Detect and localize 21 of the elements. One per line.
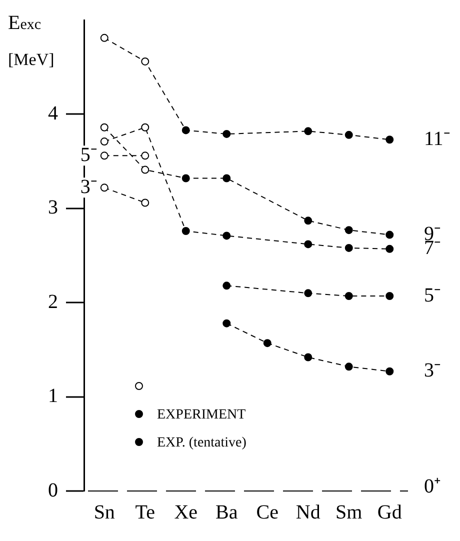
annotation: 3⁻ (424, 360, 441, 382)
y-tick-label: 0 (48, 479, 58, 502)
x-tick-label: Ba (216, 501, 238, 524)
x-tick-label: Nd (296, 501, 320, 524)
ref-line-label: 0⁺ (424, 475, 441, 498)
annotation: 11⁻ (424, 128, 450, 150)
y-tick-label: 4 (48, 102, 58, 124)
x-tick-label: Xe (174, 501, 198, 524)
annotation: 5⁻ (424, 284, 441, 306)
annotation: 3⁻ (80, 176, 98, 198)
legend-label: EXPERIMENT (157, 408, 246, 423)
x-tick-label: Sm (336, 501, 363, 524)
y-tick-label: 2 (48, 290, 58, 313)
x-tick-label: Sn (94, 501, 115, 524)
x-tick-label: Ce (256, 501, 279, 524)
legend-label: EXP. (tentative) (157, 436, 247, 451)
x-tick-label: Te (135, 501, 156, 524)
x-tick-label: Gd (377, 501, 402, 524)
annotation: 5⁻ (80, 144, 98, 166)
y-tick-label: 1 (48, 385, 58, 408)
y-tick-label: 3 (48, 196, 58, 219)
